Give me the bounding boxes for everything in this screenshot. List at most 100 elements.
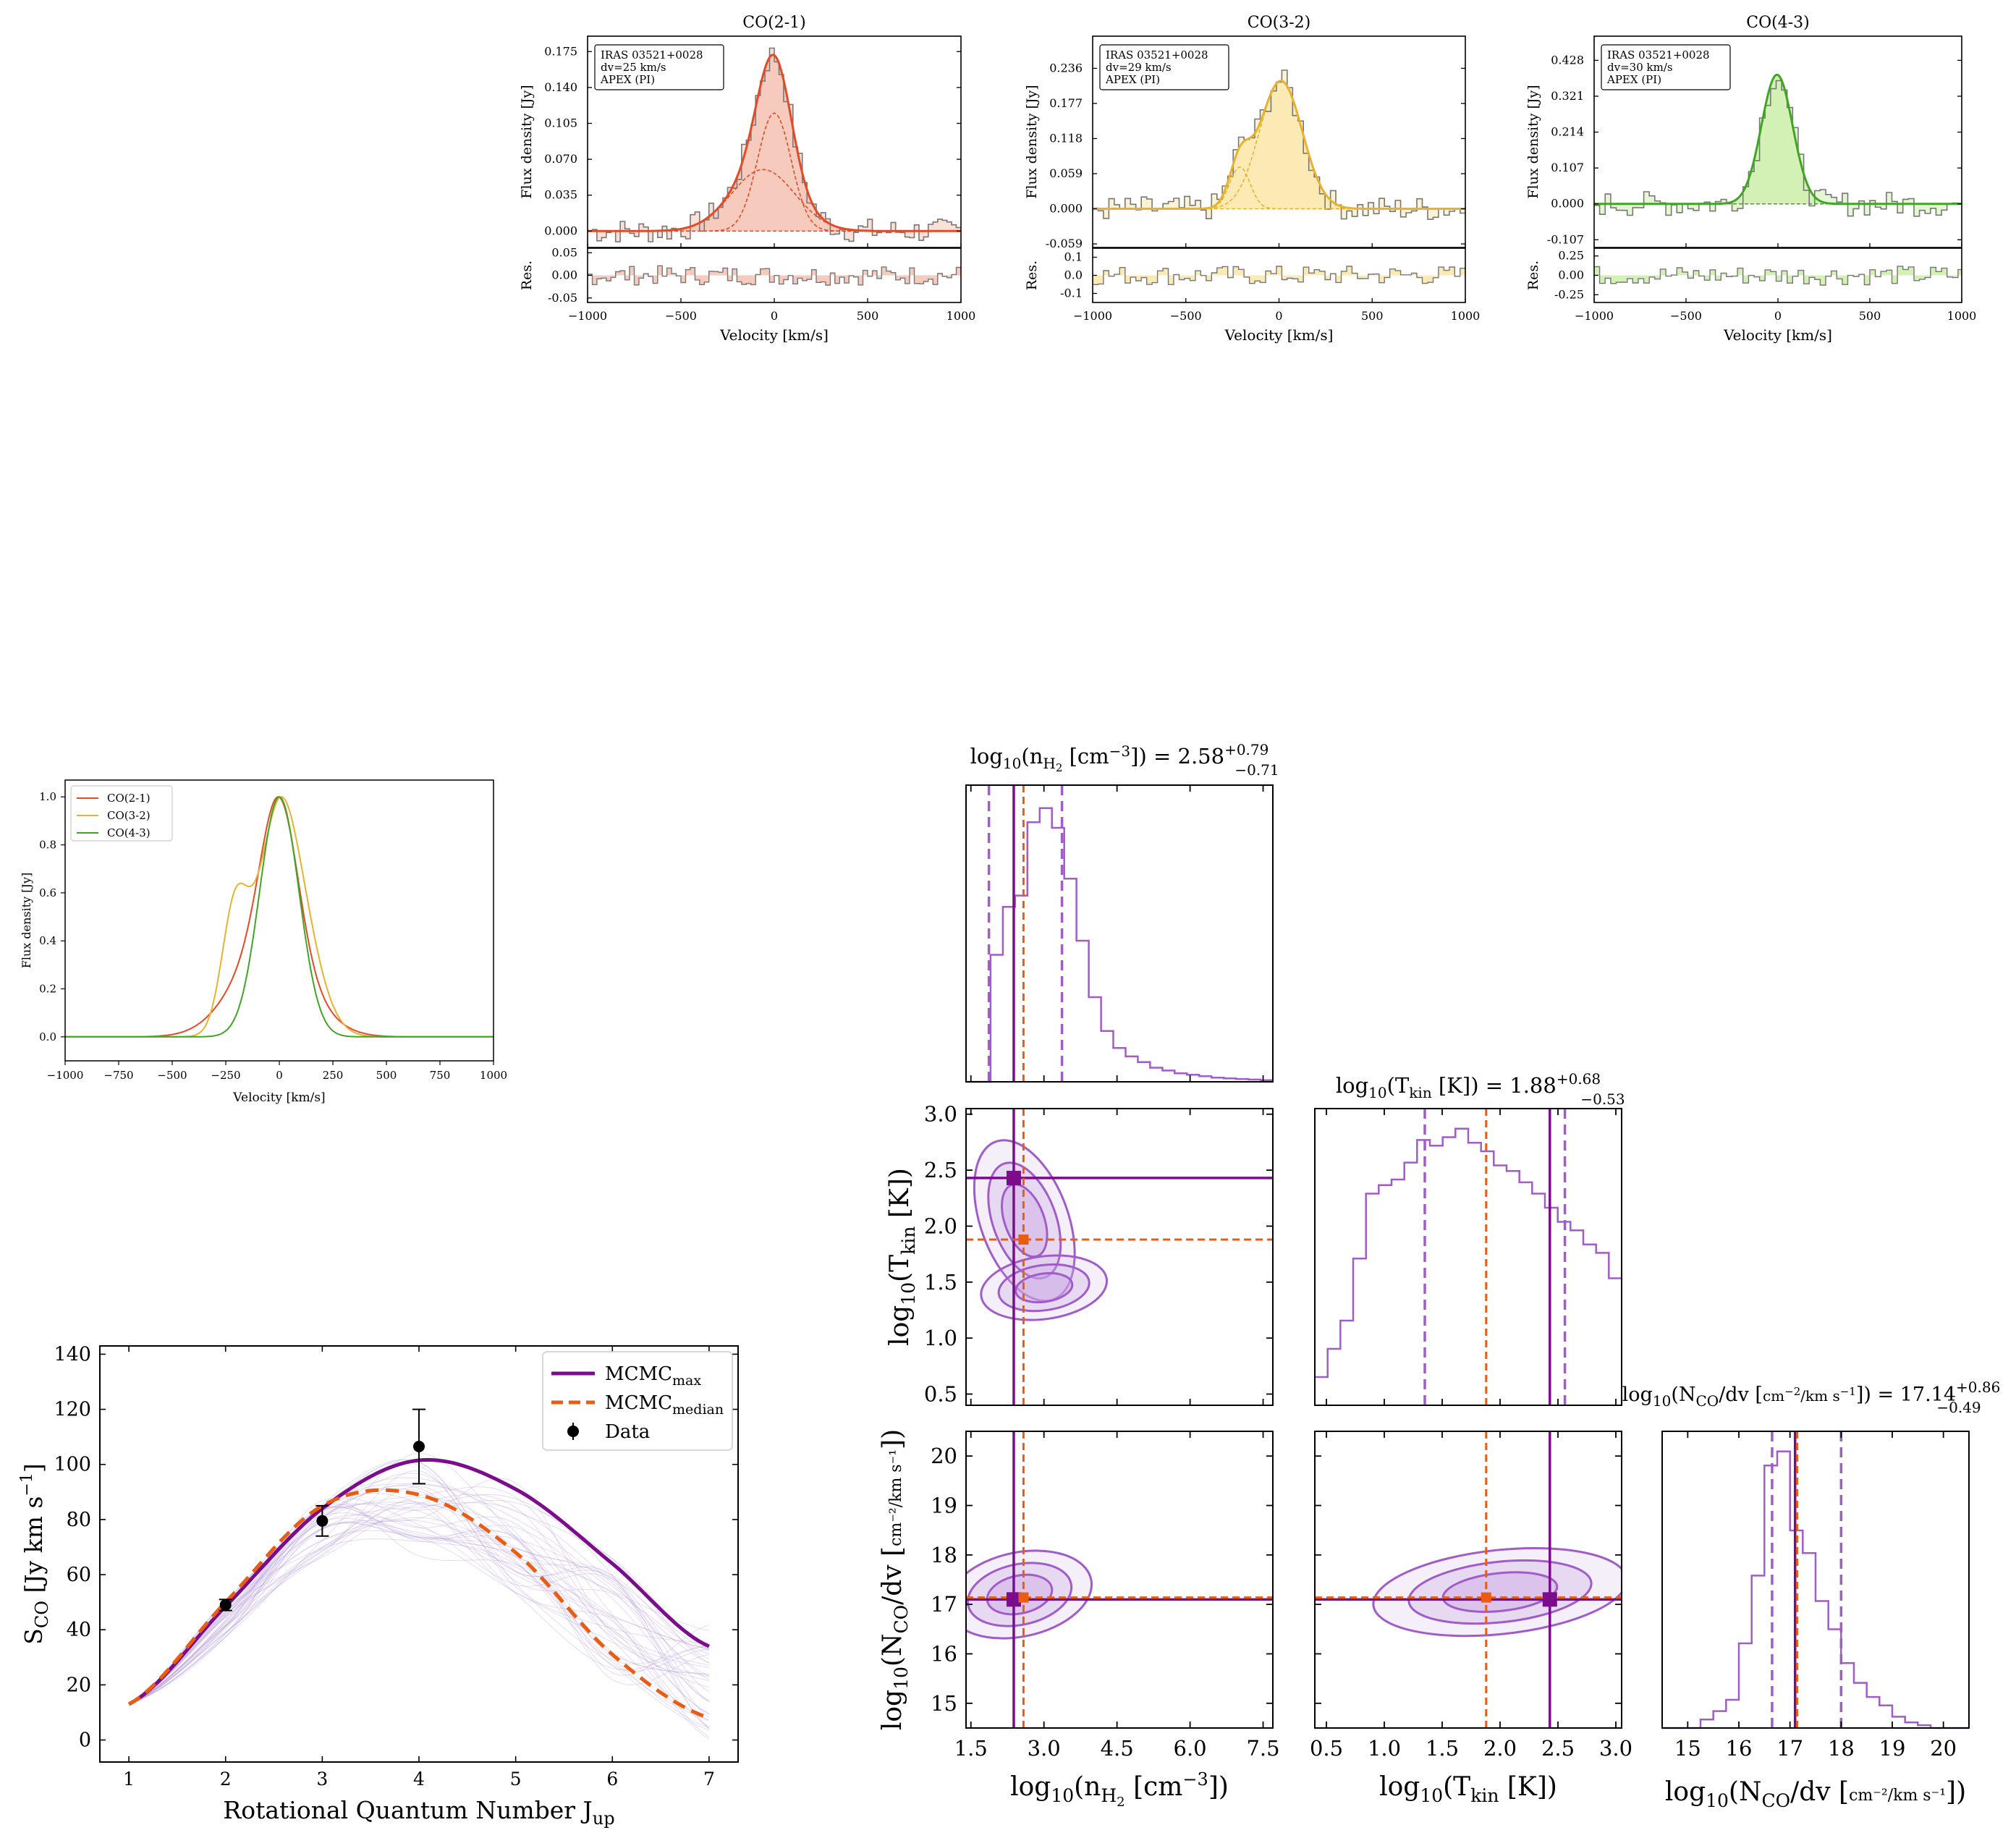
y-tick-label: -0.107 [1547,232,1584,246]
panel-nco-tkin [1315,1431,1622,1728]
hist-tkin [1315,1127,1622,1378]
sample-curve [128,1517,710,1705]
title-nh2-lower: −0.71 [1234,761,1279,779]
y-tick-label: 0.6 [39,886,56,899]
median-marker [1018,1234,1029,1245]
y-tick-label: 0.140 [544,80,577,94]
x-tick-label: −250 [211,1069,240,1082]
x-label-nh2: log10(nH2 [cm−3]) [1010,1769,1229,1810]
sample-curve [128,1459,710,1731]
x-tick-label: 2.0 [1483,1736,1517,1761]
model-fit-line [1594,73,1962,206]
x-tick-label: 1000 [1947,309,1977,323]
x-tick-label: −1000 [1073,309,1112,323]
x-tick-label: 0 [771,309,778,323]
sample-curve [128,1486,710,1727]
y-tick-label: 0.0 [39,1030,56,1043]
observed-spectrum [1594,80,1962,217]
sample-curve [128,1462,709,1705]
x-tick-label: 1000 [480,1069,507,1082]
x-tick-label: 1000 [1451,309,1481,323]
spectrum-data [588,47,961,242]
y-tick-label: 0.059 [1049,166,1083,180]
model-fit-line [1093,80,1465,210]
y-tick-label: 140 [54,1343,91,1365]
y-tick-label: 20 [67,1674,91,1696]
y-tick-label: 19 [931,1494,957,1518]
legend-label: CO(4-3) [107,826,151,839]
panel-tkin-nh2-frame [965,1108,1274,1406]
panel-nco-hist [1661,1431,1970,1729]
y-tick-label: 0.236 [1049,61,1083,75]
y-tick-label: 0.000 [1551,197,1584,211]
y-tick-label: 1.5 [924,1270,957,1295]
y-tick-label: 40 [67,1619,91,1641]
contour-group [966,1431,1273,1728]
contour-level-3 [1015,1271,1074,1304]
sample-curve [128,1498,710,1714]
max-marker [1542,1592,1557,1607]
x-axis-label: Velocity [km/s] [232,1090,325,1105]
median-marker [1018,1592,1029,1603]
x-label-nco: log10(NCO/dv [cm⁻²/km s⁻¹]) [1665,1777,1966,1811]
y-tick-label: 0.177 [1049,96,1083,110]
posterior-samples [128,1453,710,1740]
res-tick-label: 0.00 [551,268,577,282]
annotation-line: IRAS 03521+0028 [1106,48,1208,62]
annotation-box [1099,44,1229,90]
annotation-line: IRAS 03521+0028 [1607,48,1710,62]
legend-box [70,785,173,842]
x-tick-label: 5 [510,1769,522,1790]
y-tick-label: 120 [54,1399,91,1421]
res-tick-label: 0.1 [1064,250,1083,264]
res-tick-label: 0.00 [1558,268,1584,282]
y-axis-label: Flux density [Jy] [20,873,33,968]
x-label-tkin: log10(Tkin [K]) [1379,1772,1557,1806]
res-axis-label: Res. [519,261,535,290]
y-tick-label: 1.0 [39,790,56,803]
x-tick-label: 20 [1930,1736,1957,1761]
annotation-line: APEX (PI) [1105,73,1160,86]
x-tick-label: 7 [703,1769,715,1790]
sample-curve [128,1506,710,1721]
annotation-box [1601,44,1731,90]
y-label-nco: log10(NCO/dv [cm⁻²/km s⁻¹]) [878,1429,912,1730]
x-tick-label: −1000 [568,309,607,323]
y-tick-label: 0.214 [1551,125,1584,139]
res-tick-label: -0.1 [1060,287,1083,300]
residual-data [1093,266,1465,285]
x-tick-label: 6.0 [1174,1736,1207,1761]
res-axis-label: Res. [1024,261,1040,290]
contour-level-2 [987,1161,1062,1280]
x-tick-label: 4.5 [1101,1736,1134,1761]
x-tick-label: 3.0 [1599,1736,1632,1761]
x-tick-label: 3.0 [1028,1736,1061,1761]
y-tick-label: 0.000 [1049,202,1083,216]
spectra-panels: CO(2-1)0.0000.0350.0700.1050.1400.175Flu… [519,14,1976,344]
sample-curve [128,1485,710,1705]
sample-curve [128,1515,710,1740]
panel-nco-tkin-frame [1314,1431,1622,1729]
observed-fill [1093,70,1465,220]
x-axis-label: Velocity [km/s] [1723,326,1832,344]
observed-fill [588,48,961,242]
sample-curve [128,1499,710,1705]
x-tick-label: 0 [1774,309,1782,323]
y-tick-label: 15 [931,1691,957,1716]
x-axis-label: Velocity [km/s] [1224,326,1334,344]
y-tick-label: 20 [931,1444,957,1468]
residual-fill [1093,266,1465,285]
title-tkin: log10(Tkin [K]) = 1.88+0.68 [1336,1070,1601,1101]
x-tick-label: 19 [1879,1736,1906,1761]
y-tick-label: 3.0 [924,1102,957,1127]
res-tick-label: 0.05 [551,245,577,259]
y-axis-label: Flux density [Jy] [519,85,535,198]
y-tick-label: 18 [931,1543,957,1567]
normalized-profile-plot: 0.0 0.2 0.4 0.6 0.8 1.0 −1000 −750 −500 −250 0 250 5… [20,779,507,1105]
x-tick-label: 17 [1776,1736,1803,1761]
legend-label: MCMCmax [605,1363,701,1389]
x-tick-label: 0 [1275,309,1282,323]
x-tick-label: 2.5 [1541,1736,1575,1761]
res-tick-label: -0.05 [548,291,577,305]
x-tick-label: 1.5 [1426,1736,1459,1761]
